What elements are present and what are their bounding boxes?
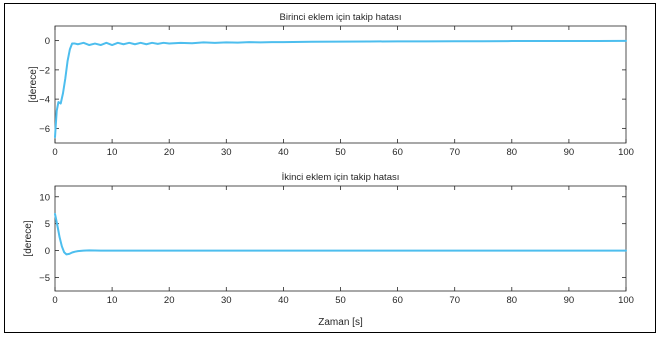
chart-title-top: Birinci eklem için takip hatası	[280, 12, 402, 23]
panel-bottom: İkinci eklem için takip hatası [derece] …	[23, 172, 634, 328]
x-tick-label: 10	[107, 295, 118, 306]
x-tick-label: 50	[335, 295, 346, 306]
x-tick-label: 0	[52, 295, 57, 306]
x-tick-label: 70	[449, 295, 460, 306]
ticks-top: 0 10 20 30 40 50 60 70 80 90 100 −6 −4 −2 0	[39, 26, 634, 158]
x-tick-label: 20	[164, 147, 175, 158]
y-tick-label: −2	[39, 65, 50, 76]
x-tick-label: 40	[278, 147, 289, 158]
panel-top: Birinci eklem için takip hatası [derece]…	[28, 12, 634, 158]
y-tick-label: −6	[39, 124, 50, 135]
y-tick-label: −5	[39, 273, 50, 284]
axes-box-bottom	[54, 185, 627, 292]
x-tick-label: 80	[507, 147, 518, 158]
series-line-bottom	[54, 213, 627, 256]
x-tick-label: 100	[618, 295, 634, 306]
x-axis-label-bottom: Zaman [s]	[318, 317, 363, 328]
x-tick-label: 30	[221, 295, 232, 306]
x-tick-label: 60	[392, 295, 403, 306]
x-tick-label: 10	[107, 147, 118, 158]
x-tick-label: 60	[392, 147, 403, 158]
y-tick-label: 5	[45, 219, 50, 230]
series-line-top	[54, 39, 627, 139]
x-tick-label: 100	[618, 147, 634, 158]
x-tick-label: 40	[278, 295, 289, 306]
x-tick-label: 90	[564, 147, 575, 158]
chart-title-bottom: İkinci eklem için takip hatası	[282, 172, 400, 183]
y-tick-label: 10	[39, 192, 50, 203]
x-tick-label: 30	[221, 147, 232, 158]
y-tick-label: −4	[39, 95, 50, 106]
x-tick-label: 0	[52, 147, 57, 158]
x-tick-label: 90	[564, 295, 575, 306]
x-tick-label: 80	[507, 295, 518, 306]
y-tick-label: 0	[45, 246, 50, 257]
y-axis-label-top: [derece]	[28, 66, 39, 102]
y-tick-label: 0	[45, 36, 50, 47]
x-tick-label: 50	[335, 147, 346, 158]
x-tick-label: 20	[164, 295, 175, 306]
y-axis-label-bottom: [derece]	[23, 220, 34, 256]
figure-frame	[4, 3, 656, 333]
x-tick-label: 70	[449, 147, 460, 158]
